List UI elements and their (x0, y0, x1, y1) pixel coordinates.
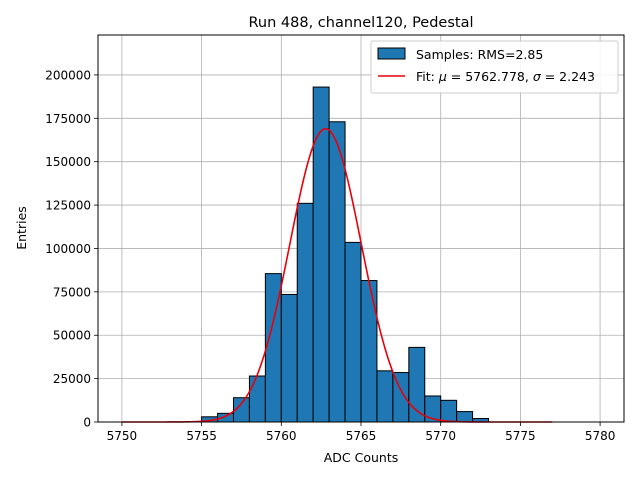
chart-title: Run 488, channel120, Pedestal (248, 15, 473, 31)
legend-box (370, 40, 619, 94)
legend-samples-label: Samples: RMS=2.85 (416, 47, 543, 62)
x-tick-label: 5780 (585, 429, 616, 443)
histogram-bar (328, 121, 346, 423)
histogram-bar (280, 293, 298, 423)
y-tick-label: 200000 (45, 68, 91, 82)
y-axis-label: Entries (14, 206, 29, 250)
histogram-bar (248, 375, 266, 423)
x-tick-label: 5755 (186, 429, 217, 443)
histogram-bars (201, 86, 490, 423)
y-tick-label: 75000 (53, 285, 91, 299)
y-tick-label: 150000 (45, 155, 91, 169)
x-tick-label: 5775 (505, 429, 536, 443)
y-tick-label: 50000 (53, 329, 91, 343)
x-tick-label: 5760 (266, 429, 297, 443)
histogram-bar (312, 86, 330, 423)
x-axis-ticks: 5750 5755 5760 5765 5770 5775 5780 (107, 422, 616, 443)
histogram-bar (360, 280, 378, 423)
grid-lines (98, 35, 624, 423)
x-axis-label: ADC Counts (324, 450, 399, 465)
y-tick-label: 125000 (45, 199, 91, 213)
y-axis-ticks: 0 25000 50000 75000 100000 125000 150000 175000… (45, 68, 98, 430)
x-tick-label: 5765 (346, 429, 377, 443)
legend: Samples: RMS=2.85 Fit: μ = 5762.778, σ =… (370, 40, 619, 94)
y-tick-label: 0 (83, 416, 91, 430)
x-tick-label: 5750 (107, 429, 138, 443)
y-tick-label: 25000 (53, 372, 91, 386)
legend-samples-swatch (377, 47, 406, 60)
y-tick-label: 100000 (45, 242, 91, 256)
histogram-bar (376, 370, 394, 423)
y-tick-label: 175000 (45, 112, 91, 126)
histogram-bar (296, 202, 314, 423)
histogram-bar (456, 411, 474, 423)
legend-fit-label: Fit: μ = 5762.778, σ = 2.243 (416, 69, 595, 84)
histogram-bar (440, 399, 458, 423)
x-tick-label: 5770 (425, 429, 456, 443)
histogram-bar (344, 241, 362, 423)
